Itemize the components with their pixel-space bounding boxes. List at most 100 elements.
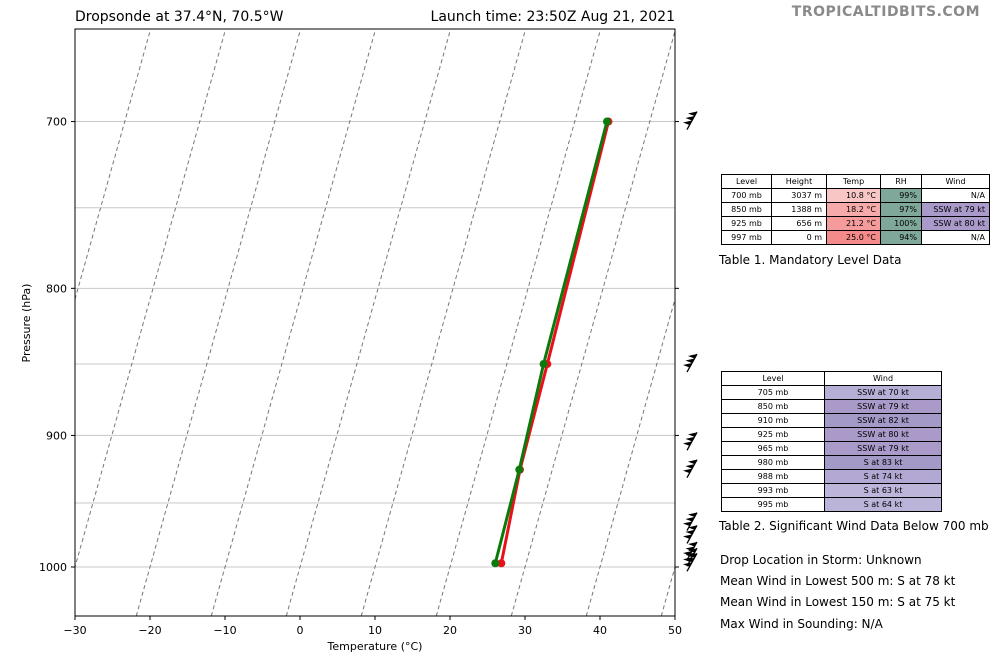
- cell-rh: 97%: [880, 202, 922, 217]
- isotherm-line: [435, 29, 602, 616]
- table-row: 700 mb 3037 m 10.8 °C 99% N/A: [721, 188, 990, 203]
- table-row: 993 mb S at 63 kt: [721, 483, 942, 498]
- x-tick-label: 30: [518, 624, 532, 637]
- temperature-point: [497, 559, 506, 568]
- cell-level: 925 mb: [721, 427, 825, 442]
- cell-wind: SSW at 80 kt: [824, 427, 942, 442]
- cell-level: 850 mb: [721, 202, 772, 217]
- cell-height: 656 m: [771, 216, 827, 231]
- table-row: 965 mb SSW at 79 kt: [721, 441, 942, 456]
- isotherm-line: [360, 29, 527, 616]
- cell-height: 1388 m: [771, 202, 827, 217]
- isotherm-line: [135, 29, 302, 616]
- col-header-temp: Temp: [826, 174, 881, 189]
- col-header-height: Height: [771, 174, 827, 189]
- x-tick-label: 10: [368, 624, 382, 637]
- col-header-rh: RH: [880, 174, 922, 189]
- col-header-wind: Wind: [824, 371, 942, 386]
- table-row: 925 mb 656 m 21.2 °C 100% SSW at 80 kt: [721, 216, 990, 231]
- wind-barb: [683, 432, 698, 451]
- y-tick-label: 800: [46, 282, 67, 295]
- x-tick-label: 0: [297, 624, 304, 637]
- brand-logo: TROPICALTIDBITS.COM: [791, 4, 980, 20]
- cell-wind: N/A: [921, 188, 990, 203]
- table-row: 850 mb SSW at 79 kt: [721, 399, 942, 414]
- cell-wind: S at 64 kt: [824, 497, 942, 512]
- chart-title-location: Dropsonde at 37.4°N, 70.5°W: [75, 9, 284, 25]
- isotherm-line: [75, 29, 227, 569]
- y-tick-label: 1000: [39, 561, 67, 574]
- col-header-level: Level: [721, 371, 825, 386]
- dewpoint-point: [491, 559, 500, 568]
- cell-wind: N/A: [921, 230, 990, 245]
- cell-wind: SSW at 70 kt: [824, 385, 942, 400]
- wind-barb: [683, 111, 698, 130]
- max-wind-text: Max Wind in Sounding: N/A: [720, 617, 883, 631]
- isotherm-line: [75, 29, 152, 302]
- dewpoint-point: [539, 360, 548, 369]
- cell-level: 700 mb: [721, 188, 772, 203]
- cell-level: 850 mb: [721, 399, 825, 414]
- table-row: 980 mb S at 83 kt: [721, 455, 942, 470]
- dewpoint-point: [602, 117, 611, 126]
- cell-level: 980 mb: [721, 455, 825, 470]
- cell-level: 910 mb: [721, 413, 825, 428]
- y-axis-label: Pressure (hPa): [20, 284, 33, 363]
- cell-level: 997 mb: [721, 230, 772, 245]
- y-tick-label: 700: [46, 116, 67, 129]
- table-row: 925 mb SSW at 80 kt: [721, 427, 942, 442]
- table-row: 997 mb 0 m 25.0 °C 94% N/A: [721, 230, 990, 245]
- cell-level: 995 mb: [721, 497, 825, 512]
- cell-rh: 94%: [880, 230, 922, 245]
- mean-wind-150-text: Mean Wind in Lowest 150 m: S at 75 kt: [720, 595, 956, 609]
- cell-level: 993 mb: [721, 483, 825, 498]
- col-header-wind: Wind: [921, 174, 990, 189]
- drop-location-text: Drop Location in Storm: Unknown: [720, 553, 922, 567]
- cell-wind: SSW at 79 kt: [824, 441, 942, 456]
- cell-wind: SSW at 80 kt: [921, 216, 990, 231]
- cell-temp: 18.2 °C: [826, 202, 881, 217]
- cell-rh: 100%: [880, 216, 922, 231]
- significant-wind-table: Level Wind 705 mb SSW at 70 kt 850 mb SSW a…: [721, 371, 942, 512]
- mandatory-level-table: Level Height Temp RH Wind 700 mb 3037 m 10…: [721, 174, 990, 245]
- cell-rh: 99%: [880, 188, 922, 203]
- wind-barb: [683, 353, 698, 373]
- isotherm-line: [210, 29, 377, 616]
- cell-temp: 21.2 °C: [826, 216, 881, 231]
- table1-caption: Table 1. Mandatory Level Data: [719, 253, 902, 267]
- isotherm-line: [585, 297, 675, 616]
- chart-title-launch-time: Launch time: 23:50Z Aug 21, 2021: [430, 9, 675, 25]
- cell-wind: SSW at 79 kt: [824, 399, 942, 414]
- cell-level: 705 mb: [721, 385, 825, 400]
- cell-wind: SSW at 82 kt: [824, 413, 942, 428]
- x-tick-label: −30: [63, 624, 86, 637]
- cell-wind: SSW at 79 kt: [921, 202, 990, 217]
- table-header-row: Level Wind: [721, 371, 942, 386]
- x-tick-label: 40: [593, 624, 607, 637]
- x-tick-label: −10: [213, 624, 236, 637]
- x-axis-label: Temperature (°C): [327, 640, 423, 653]
- cell-height: 3037 m: [771, 188, 827, 203]
- temperature-line: [499, 121, 610, 564]
- cell-wind: S at 83 kt: [824, 455, 942, 470]
- wind-barb: [683, 525, 698, 544]
- isotherm-line: [510, 29, 675, 616]
- cell-temp: 10.8 °C: [826, 188, 881, 203]
- dewpoint-point: [515, 465, 524, 474]
- wind-barb: [683, 459, 698, 478]
- col-header-level: Level: [721, 174, 772, 189]
- table-header-row: Level Height Temp RH Wind: [721, 174, 990, 189]
- isotherm-line: [285, 29, 452, 616]
- x-tick-label: 50: [668, 624, 682, 637]
- cell-wind: S at 63 kt: [824, 483, 942, 498]
- table-row: 850 mb 1388 m 18.2 °C 97% SSW at 79 kt: [721, 202, 990, 217]
- x-tick-label: −20: [138, 624, 161, 637]
- x-tick-label: 20: [443, 624, 457, 637]
- table-row: 988 mb S at 74 kt: [721, 469, 942, 484]
- wind-barb: [683, 552, 698, 572]
- cell-wind: S at 74 kt: [824, 469, 942, 484]
- plot-frame: [74, 28, 676, 617]
- cell-level: 988 mb: [721, 469, 825, 484]
- isotherm-line: [0, 29, 1, 616]
